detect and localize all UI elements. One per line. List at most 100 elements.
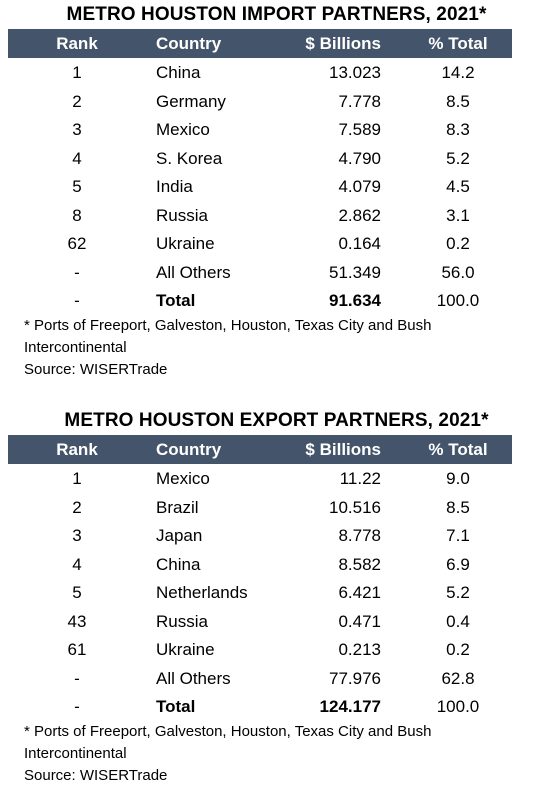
country-cell: Japan bbox=[156, 526, 203, 545]
table-row: 5 India 4.079 4.5 bbox=[8, 172, 512, 201]
value-cell: 8.582 bbox=[338, 554, 381, 574]
rank-cell: 61 bbox=[67, 640, 87, 659]
value-cell: 11.22 bbox=[339, 469, 381, 488]
rank-cell: 5 bbox=[72, 583, 82, 602]
value-cell: 4.790 bbox=[338, 148, 381, 168]
pct-cell: 8.5 bbox=[446, 91, 470, 111]
rank-cell: 2 bbox=[72, 497, 82, 517]
rank-cell: - bbox=[74, 262, 80, 282]
rank-cell: - bbox=[74, 697, 80, 716]
header-billions: $ Billions bbox=[305, 34, 381, 53]
country-cell: Mexico bbox=[156, 469, 210, 488]
total-row: - Total 91.634 100.0 bbox=[8, 286, 512, 315]
pct-cell: 5.2 bbox=[446, 583, 470, 602]
pct-cell: 7.1 bbox=[446, 526, 470, 545]
total-value: 91.634 bbox=[329, 291, 381, 310]
table-row: 5 Netherlands 6.421 5.2 bbox=[8, 578, 512, 607]
export-header-row: Rank Country $ Billions % Total bbox=[8, 435, 512, 464]
table-row: 4 China 8.582 6.9 bbox=[8, 550, 512, 579]
pct-cell: 14.2 bbox=[441, 63, 475, 82]
rank-cell: 62 bbox=[67, 234, 87, 253]
table-row: 2 Germany 7.778 8.5 bbox=[8, 87, 512, 116]
country-cell: India bbox=[156, 177, 193, 196]
table-row: 4 S. Korea 4.790 5.2 bbox=[8, 144, 512, 173]
value-cell: 10.516 bbox=[329, 497, 381, 517]
rank-cell: 5 bbox=[72, 177, 82, 196]
country-cell: China bbox=[156, 554, 201, 574]
country-cell: All Others bbox=[156, 668, 231, 688]
pct-cell: 0.2 bbox=[446, 640, 470, 659]
table-row: 1 China 13.023 14.2 bbox=[8, 58, 512, 87]
rank-cell: 1 bbox=[72, 63, 82, 82]
rank-cell: 3 bbox=[72, 120, 82, 139]
export-title: METRO HOUSTON EXPORT PARTNERS, 2021* bbox=[64, 410, 489, 431]
pct-cell: 62.8 bbox=[441, 668, 475, 688]
country-cell: China bbox=[156, 63, 201, 82]
value-cell: 0.213 bbox=[338, 640, 381, 659]
country-cell: Ukraine bbox=[156, 640, 215, 659]
import-footnote: * Ports of Freeport, Galveston, Houston,… bbox=[24, 315, 544, 381]
table-row: 62 Ukraine 0.164 0.2 bbox=[8, 229, 512, 258]
total-row: - Total 124.177 100.0 bbox=[8, 692, 512, 721]
table-row: 61 Ukraine 0.213 0.2 bbox=[8, 635, 512, 664]
table-row: 3 Mexico 7.589 8.3 bbox=[8, 115, 512, 144]
table-row: - All Others 51.349 56.0 bbox=[8, 258, 512, 287]
total-label: Total bbox=[156, 697, 196, 716]
rank-cell: - bbox=[74, 668, 80, 688]
table-row: - All Others 77.976 62.8 bbox=[8, 664, 512, 693]
rank-cell: 4 bbox=[72, 554, 82, 574]
value-cell: 7.589 bbox=[338, 120, 381, 139]
value-cell: 4.079 bbox=[338, 177, 381, 196]
pct-cell: 4.5 bbox=[446, 177, 470, 196]
total-pct: 100.0 bbox=[436, 697, 480, 716]
header-rank: Rank bbox=[56, 440, 98, 459]
import-header-row: Rank Country $ Billions % Total bbox=[8, 29, 512, 58]
rank-cell: 2 bbox=[72, 91, 82, 111]
pct-cell: 9.0 bbox=[446, 469, 470, 488]
total-pct: 100.0 bbox=[436, 291, 480, 310]
source-note: Source: WISERTrade bbox=[24, 361, 168, 378]
value-cell: 0.471 bbox=[338, 611, 381, 631]
header-country: Country bbox=[156, 34, 222, 53]
source-note: Source: WISERTrade bbox=[24, 767, 168, 784]
table-row: 1 Mexico 11.22 9.0 bbox=[8, 464, 512, 493]
pct-cell: 0.4 bbox=[446, 611, 470, 631]
export-footnote: * Ports of Freeport, Galveston, Houston,… bbox=[24, 721, 544, 787]
value-cell: 6.421 bbox=[338, 583, 381, 602]
rank-cell: - bbox=[74, 291, 80, 310]
value-cell: 51.349 bbox=[329, 262, 381, 282]
value-cell: 8.778 bbox=[338, 526, 381, 545]
country-cell: Russia bbox=[156, 611, 208, 631]
footnote-line: Intercontinental bbox=[24, 745, 127, 762]
value-cell: 13.023 bbox=[329, 63, 381, 82]
footnote-line: * Ports of Freeport, Galveston, Houston,… bbox=[24, 723, 432, 740]
import-title: METRO HOUSTON IMPORT PARTNERS, 2021* bbox=[66, 4, 487, 25]
country-cell: Germany bbox=[156, 91, 226, 111]
country-cell: Ukraine bbox=[156, 234, 215, 253]
country-cell: Russia bbox=[156, 205, 208, 225]
table-row: 43 Russia 0.471 0.4 bbox=[8, 607, 512, 636]
header-pct: % Total bbox=[428, 34, 488, 53]
header-billions: $ Billions bbox=[305, 440, 381, 459]
value-cell: 0.164 bbox=[338, 234, 381, 253]
pct-cell: 6.9 bbox=[446, 554, 470, 574]
pct-cell: 56.0 bbox=[441, 262, 475, 282]
pct-cell: 8.5 bbox=[446, 497, 470, 517]
rank-cell: 4 bbox=[72, 148, 82, 168]
footnote-line: * Ports of Freeport, Galveston, Houston,… bbox=[24, 317, 432, 334]
value-cell: 2.862 bbox=[338, 205, 381, 225]
footnote-line: Intercontinental bbox=[24, 339, 127, 356]
rank-cell: 43 bbox=[67, 611, 87, 631]
pct-cell: 5.2 bbox=[446, 148, 470, 168]
value-cell: 77.976 bbox=[329, 668, 381, 688]
pct-cell: 8.3 bbox=[446, 120, 470, 139]
table-row: 8 Russia 2.862 3.1 bbox=[8, 201, 512, 230]
header-country: Country bbox=[156, 440, 222, 459]
country-cell: S. Korea bbox=[156, 148, 223, 168]
rank-cell: 3 bbox=[72, 526, 82, 545]
header-pct: % Total bbox=[428, 440, 488, 459]
header-rank: Rank bbox=[56, 34, 98, 53]
rank-cell: 1 bbox=[72, 469, 82, 488]
table-row: 2 Brazil 10.516 8.5 bbox=[8, 493, 512, 522]
country-cell: All Others bbox=[156, 262, 231, 282]
